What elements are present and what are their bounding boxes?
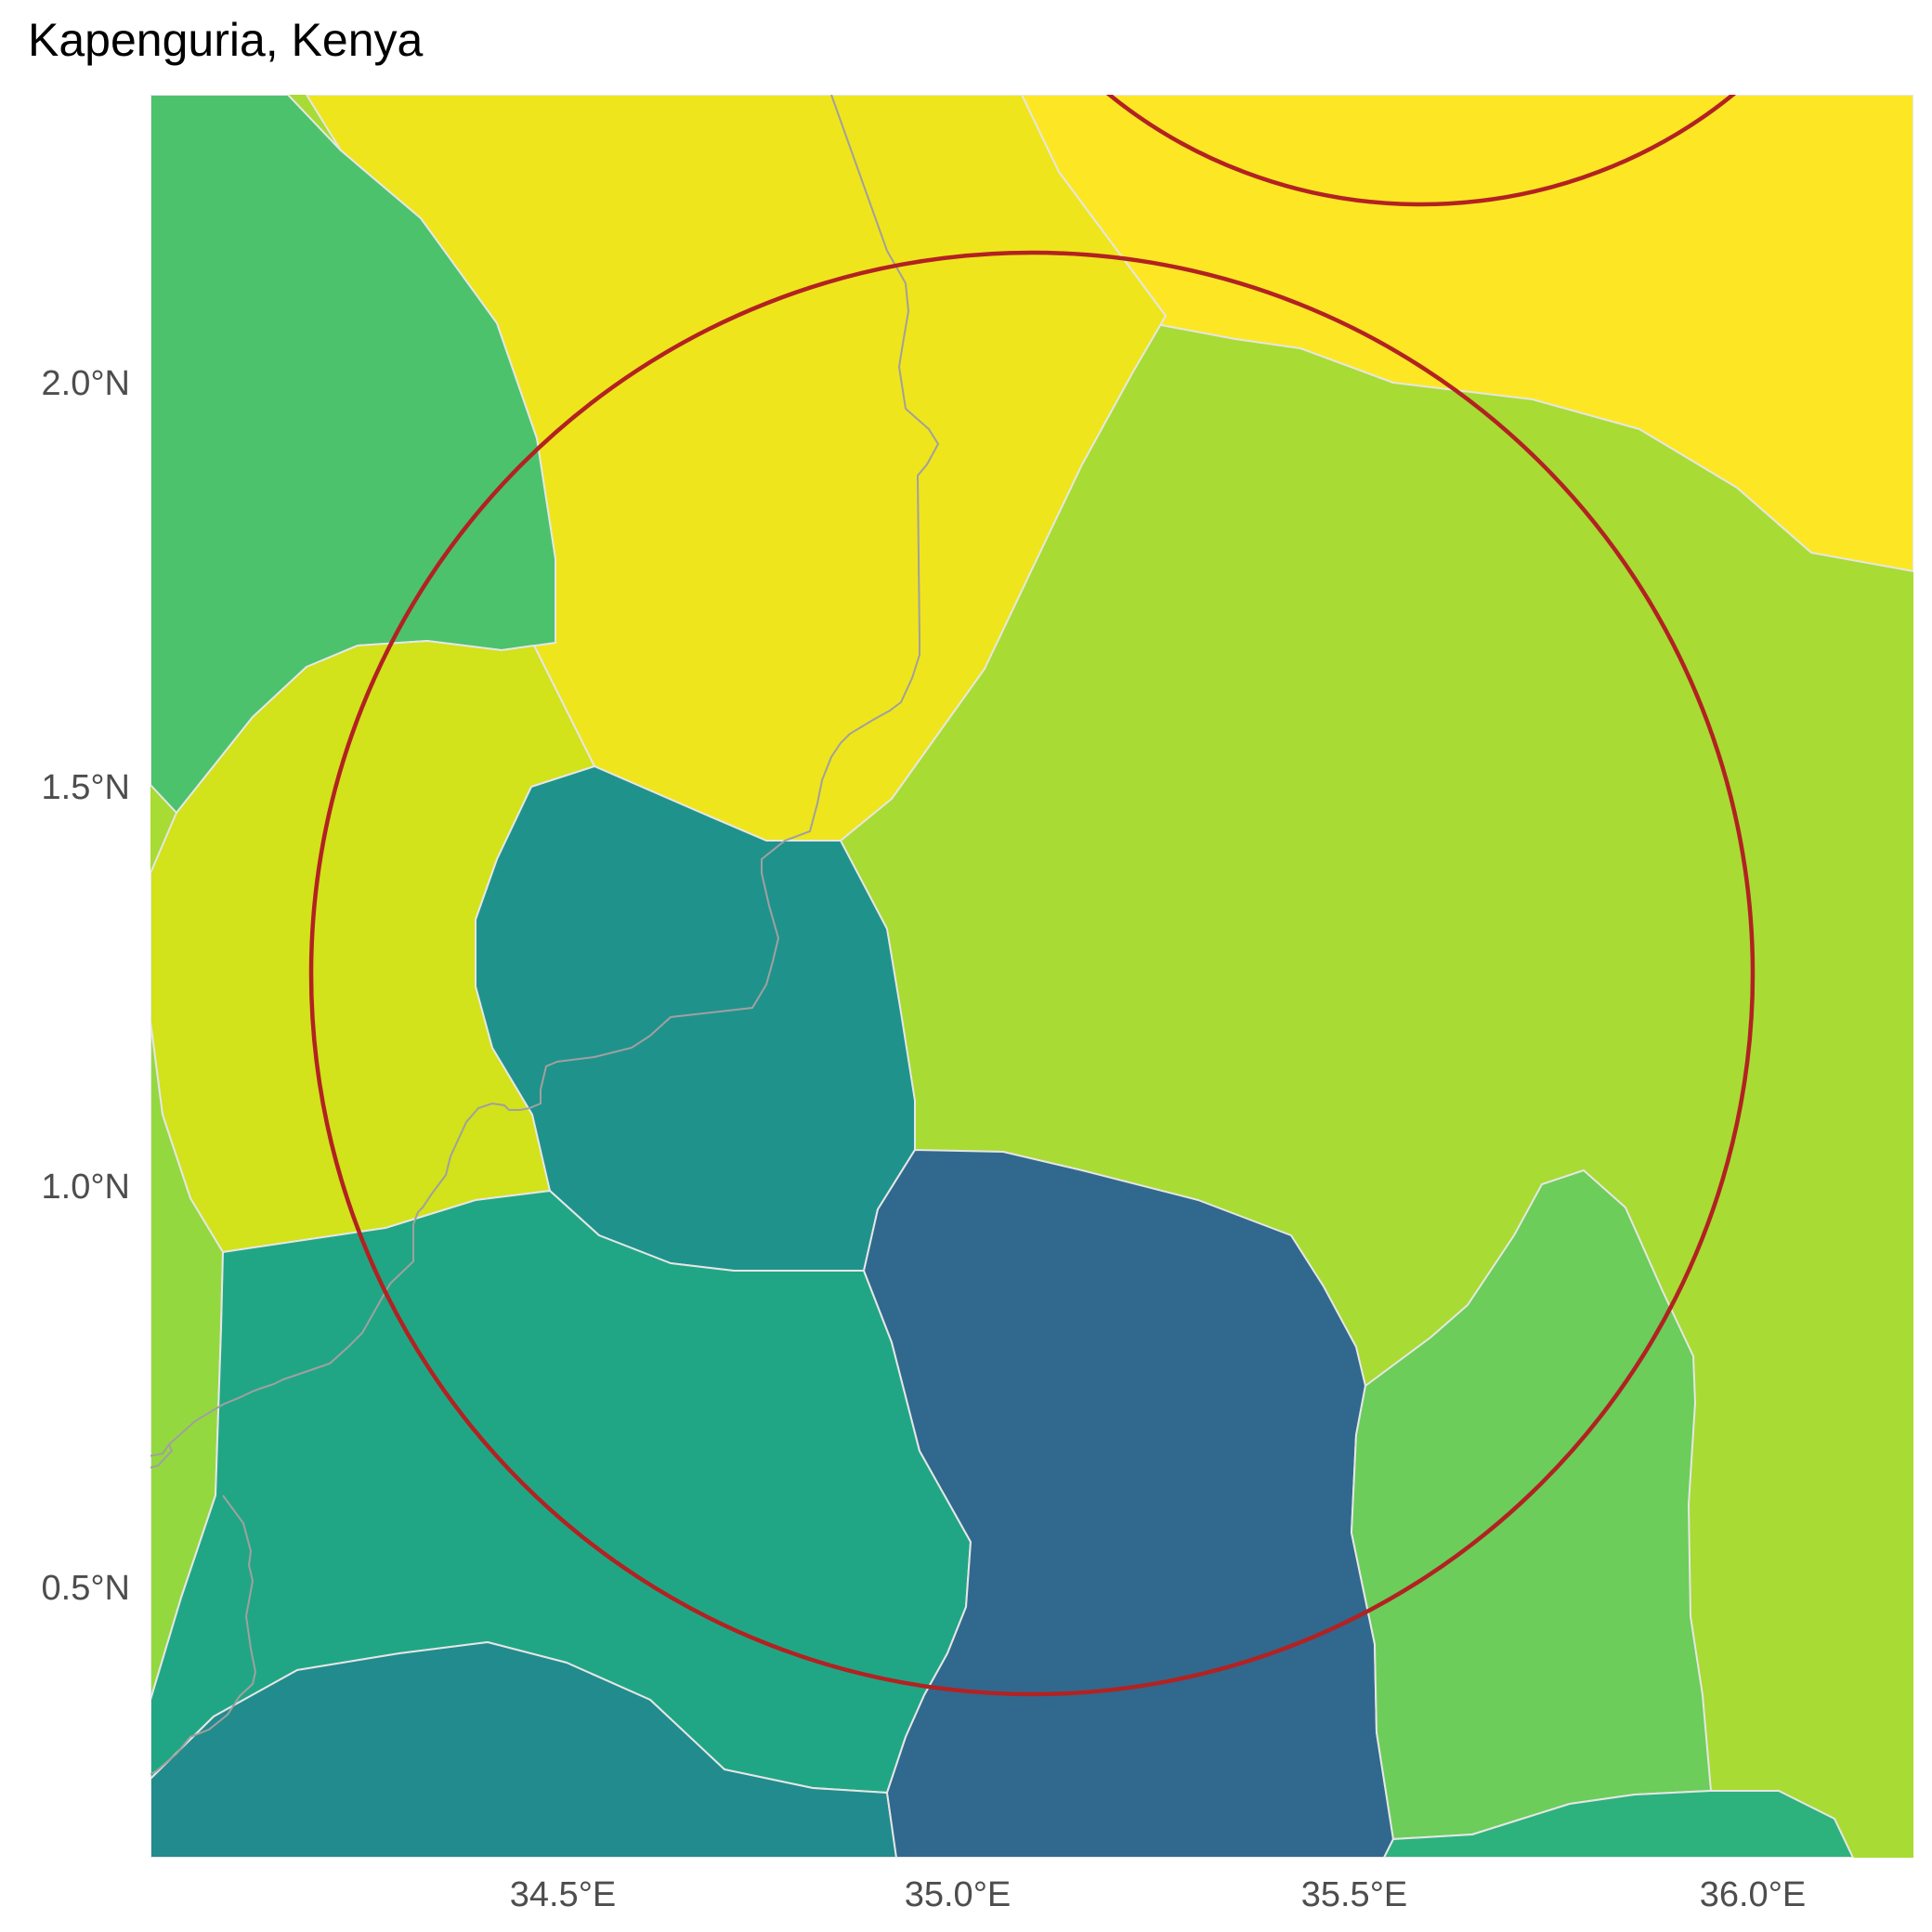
map-title: Kapenguria, Kenya <box>28 14 424 66</box>
y-axis-label-1-5: 1.5°N <box>42 768 130 807</box>
country-border-southwest <box>150 1495 257 1775</box>
x-axis-label-36-0: 36.0°E <box>1700 1875 1807 1914</box>
region-east <box>1351 1169 1712 1840</box>
radius-circle-outer <box>1106 95 1736 207</box>
radius-circle-inner <box>308 250 1756 1697</box>
country-border <box>150 95 940 1457</box>
y-axis-label-2-0: 2.0°N <box>42 364 130 403</box>
map-panel <box>150 95 1913 1858</box>
y-axis-label-1-0: 1.0°N <box>42 1168 130 1207</box>
country-border-south <box>150 1443 174 1469</box>
region-south <box>150 1641 897 1858</box>
x-axis-label-35-0: 35.0°E <box>905 1875 1012 1914</box>
region-south-east-corner <box>1383 1790 1854 1858</box>
x-axis-label-34-5: 34.5°E <box>510 1875 617 1914</box>
y-axis-label-0-5: 0.5°N <box>42 1569 130 1608</box>
x-axis-label-35-5: 35.5°E <box>1301 1875 1408 1914</box>
